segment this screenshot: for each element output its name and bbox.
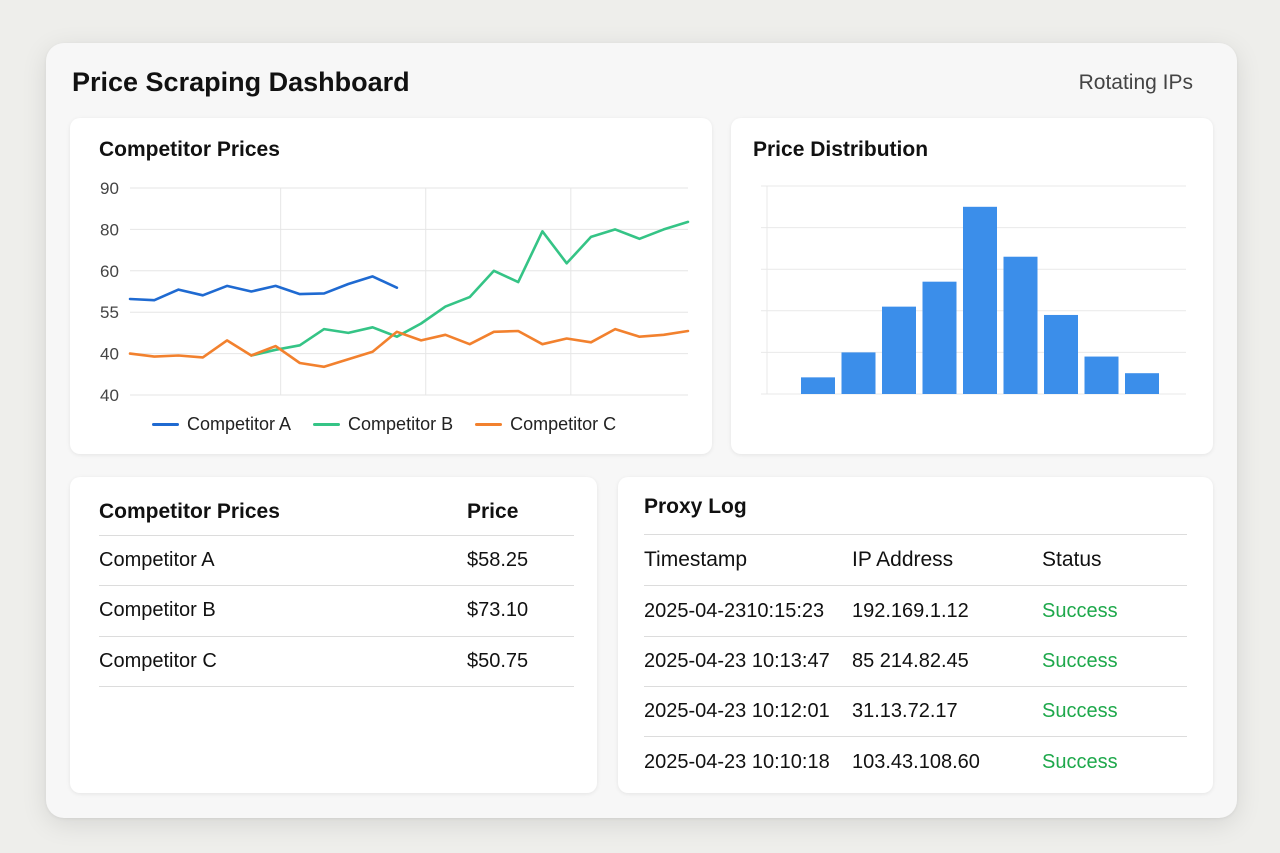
competitor-price: $58.25 [467,535,574,586]
legend-label: Competitor B [348,414,454,434]
histogram-bar[interactable] [963,206,997,394]
histogram-bar[interactable] [1084,356,1119,394]
table-row[interactable]: 2025-04-23 10:12:01 31.13.72.17 Success [644,686,1187,737]
table-row[interactable]: Competitor C $50.75 [99,636,574,687]
legend-item: Competitor A [152,414,291,435]
histogram-bar[interactable] [1044,314,1078,394]
y-tick-label: 55 [100,303,119,322]
proxy-log-title: Proxy Log [644,495,747,518]
y-tick-label: 80 [100,220,119,239]
rotating-ips-label[interactable]: Rotating IPs [1078,71,1193,94]
competitor-name: Competitor C [99,636,467,687]
competitor-price: $73.10 [467,585,574,637]
y-tick-label: 90 [100,179,119,198]
competitor-prices-table: Competitor Prices Price Competitor A $58… [99,489,574,687]
table-row[interactable]: 2025-04-2310:15:23 192.169.1.12 Success [644,585,1187,637]
legend-swatch [475,423,503,426]
price-distribution-chart-card: Price Distribution [731,118,1213,454]
column-header-price: Price [467,489,574,536]
column-header-ip-address: IP Address [852,534,1042,586]
histogram-bar[interactable] [882,306,916,394]
log-status: Success [1042,636,1187,687]
competitor-name: Competitor B [99,585,467,637]
table-row[interactable]: Competitor B $73.10 [99,585,574,637]
table-header-row: Timestamp IP Address Status [644,534,1187,586]
table-header-row: Competitor Prices Price [99,489,574,536]
legend-item: Competitor C [475,414,616,435]
y-tick-label: 60 [100,262,119,281]
legend-swatch [152,423,179,426]
log-status: Success [1042,750,1118,773]
log-timestamp: 2025-04-23 10:13:47 [644,636,852,687]
page-title: Price Scraping Dashboard [72,67,410,97]
histogram-chart [761,185,1186,395]
histogram-bar[interactable] [841,352,876,394]
histogram-bar[interactable] [1003,256,1038,394]
series-line-competitor-c [128,327,690,369]
legend-label: Competitor A [187,414,292,434]
proxy-log-card: Proxy Log Timestamp IP Address Status 20… [618,477,1213,793]
histogram-bar[interactable] [922,281,957,394]
log-ip-address: 85 214.82.45 [852,636,1042,687]
competitor-prices-chart-card: Competitor Prices 90 80 60 55 40 40 Competito… [70,118,712,454]
line-chart: 90 80 60 55 40 40 [100,179,690,405]
log-status: Success [1042,686,1187,737]
competitor-price: $50.75 [467,636,574,687]
chart-title: Competitor Prices [99,138,280,161]
log-ip-address: 192.169.1.12 [852,585,1042,637]
table-row[interactable]: 2025-04-23 10:13:47 85 214.82.45 Success [644,636,1187,687]
y-tick-label: 40 [100,345,119,364]
log-ip-address: 31.13.72.17 [852,686,1042,737]
log-timestamp: 2025-04-2310:15:23 [644,585,852,637]
competitor-name: Competitor A [99,535,467,586]
histogram-title: Price Distribution [753,138,929,161]
legend-swatch [313,423,341,426]
column-header-timestamp: Timestamp [644,534,852,586]
histogram-bar[interactable] [1125,373,1159,394]
legend-item: Competitor B [313,414,453,435]
chart-legend: Competitor A Competitor B Competitor C [152,414,616,435]
log-status: Success [1042,585,1187,637]
log-ip-address: 103.43.108.60 [852,750,980,773]
dashboard-window: Price Scraping Dashboard Rotating IPs Co… [46,43,1237,818]
log-timestamp: 2025-04-23 10:12:01 [644,686,852,737]
legend-label: Competitor C [510,414,617,434]
y-tick-label: 40 [100,386,119,405]
proxy-log-table: Timestamp IP Address Status 2025-04-2310… [644,534,1187,788]
column-header-competitor: Competitor Prices [99,489,467,536]
table-row[interactable]: 2025-04-23 10:10:18 103.43.108.60 Succes… [644,737,1187,788]
table-row[interactable]: Competitor A $58.25 [99,535,574,586]
log-timestamp: 2025-04-23 10:10:18 [644,750,830,773]
series-line-competitor-b [250,220,690,357]
series-line-competitor-a [128,275,399,302]
histogram-bar[interactable] [801,377,835,394]
column-header-status: Status [1042,534,1187,586]
competitor-prices-table-card: Competitor Prices Price Competitor A $58… [70,477,597,793]
